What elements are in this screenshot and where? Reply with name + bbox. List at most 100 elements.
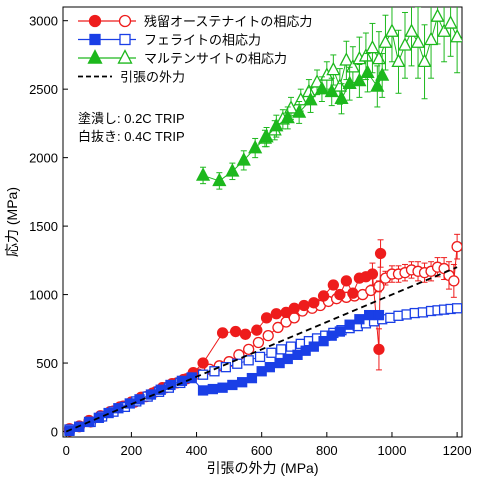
series-1-filled-point-26 [318, 335, 329, 347]
series-1-open-point-41 [451, 303, 462, 314]
series-2-open-point-26 [443, 15, 458, 29]
legend-marker-filled-1 [89, 33, 101, 46]
series-2-filled-point-11 [324, 83, 339, 98]
series-1-filled-point-10 [165, 379, 176, 391]
series-3 [65, 266, 458, 433]
series-2-filled-point-8 [292, 104, 307, 118]
series-2-filled-point-1 [212, 172, 227, 187]
series-2-open-point-21 [410, 34, 426, 48]
series-2-filled-point-10 [314, 80, 330, 95]
y-tick-label-3: 1500 [29, 219, 58, 234]
series-2-filled-point-15 [360, 64, 375, 79]
series-0-open-point-44 [448, 275, 460, 287]
series-0-open-point-19 [262, 330, 274, 342]
legend-marker-filled-0 [88, 14, 102, 28]
series-2-open-point-14 [365, 39, 380, 54]
series-2-open-point-18 [391, 53, 406, 68]
series-1-open-point-19 [276, 344, 287, 355]
series-2-filled-point-9 [303, 91, 318, 106]
series-1-filled-point-9 [155, 384, 166, 395]
series-0-filled-point-24 [317, 290, 330, 302]
series-0-filled-point-15 [229, 325, 242, 338]
series-0-filled-point-23 [308, 297, 320, 309]
series-2-open-point-13 [358, 48, 373, 62]
series-0-open-point-45 [451, 241, 462, 253]
y-tick-label-4: 2000 [29, 151, 58, 166]
series-1-filled-point-20 [264, 362, 275, 373]
series-1-filled-point-25 [308, 341, 319, 352]
series-2-filled-point-5 [259, 128, 274, 143]
y-tick-label-2: 1000 [29, 288, 58, 303]
series-0-open-point-17 [243, 343, 255, 356]
series-2-open-point-10 [339, 52, 354, 66]
series-2-filled-point-3 [236, 152, 251, 166]
series-2-open-point-19 [397, 37, 413, 51]
series-1-filled-point-13 [197, 385, 209, 396]
series-0-filled-point-18 [260, 312, 273, 324]
series-2-filled-point-16 [370, 78, 385, 92]
series-2-filled-point-2 [225, 163, 240, 177]
y-tick-label-6: 3000 [29, 14, 58, 29]
series-1-open-point-16 [243, 355, 254, 366]
series-1-filled-point-15 [217, 382, 228, 393]
y-tick-label-1: 500 [36, 356, 58, 371]
series-2-open-point-24 [430, 8, 445, 22]
x-tick-label-3: 600 [251, 443, 273, 458]
series-1-filled-point-18 [246, 372, 258, 384]
legend-marker-filled-2 [87, 49, 103, 64]
series-2-filled-point-6 [269, 117, 284, 132]
series-1-filled-point-16 [227, 379, 238, 391]
series-2-open-point-6 [309, 74, 325, 88]
series-2-filled-point-17 [375, 67, 390, 81]
series-0-filled-point-17 [251, 324, 263, 336]
series-2-open-point-27 [450, 28, 462, 43]
series-2-open-point-9 [332, 78, 347, 92]
legend-label-2: マルテンサイトの相応力 [144, 51, 287, 66]
series-0-open-point-18 [252, 336, 265, 349]
series-2-filled-point-12 [334, 90, 349, 105]
series-1-filled-point-30 [354, 314, 365, 325]
axis-ticks: 0 200 400 600 800 1000 1200 0 500 1000 1500 2000 250… [29, 14, 471, 458]
x-tick-label-1: 200 [121, 443, 143, 458]
annotations: 塗潰し: 0.2C TRIP 白抜き: 0.4C TRIP [78, 111, 185, 144]
legend-entry-0: 残留オーステナイトの相応力 [78, 14, 312, 29]
series-1-filled-point-29 [344, 319, 355, 330]
x-tick-label-0: 0 [63, 443, 70, 458]
series-2-filled-point-13 [342, 75, 357, 89]
y-tick-label-5: 2500 [29, 82, 58, 97]
legend-marker-open-2 [117, 49, 133, 64]
legend-label-1: フェライトの相応力 [144, 33, 261, 48]
series-0-open-point-20 [272, 321, 284, 334]
series-2-open-point-23 [423, 31, 439, 46]
series-1-open-point-12 [197, 369, 209, 380]
annotation-1: 白抜き: 0.4C TRIP [78, 129, 185, 144]
plot-area-frame [62, 6, 463, 438]
legend-marker-open-1 [119, 33, 131, 46]
series-0-filled-point-26 [334, 288, 346, 301]
series-2-filled-point-7 [280, 109, 295, 124]
series-2-filled-point-14 [352, 72, 367, 87]
y-tick-label-0: 0 [51, 425, 58, 440]
series-1-filled-point-28 [334, 326, 346, 337]
series-1-filled-point-14 [207, 383, 218, 395]
series-0-filled-point-25 [327, 279, 339, 291]
series-0-filled-point-22 [298, 299, 310, 312]
series-2-open-point-20 [404, 23, 419, 37]
series-2-filled-point-4 [248, 139, 263, 154]
series-1-open-point-20 [285, 341, 297, 352]
series-0-filled-point-28 [347, 287, 359, 299]
series-0-filled-point-31 [366, 268, 379, 280]
legend-entry-1: フェライトの相応力 [78, 33, 261, 48]
series-0-filled-point-27 [340, 275, 353, 287]
series-0-filled-point-32 [373, 343, 385, 356]
series-2-open-point-25 [437, 23, 452, 37]
series-2-filled-line [202, 71, 383, 182]
legend-label-3: 引張の外力 [120, 70, 185, 85]
series-1-filled-point-31 [364, 309, 375, 321]
data-layer [63, 7, 462, 437]
series-1-filled-point-4 [103, 407, 114, 419]
series-2-open-point-22 [417, 53, 432, 68]
series-1-open-point-17 [254, 351, 266, 363]
legend-entry-2: マルテンサイトの相応力 [78, 49, 287, 66]
